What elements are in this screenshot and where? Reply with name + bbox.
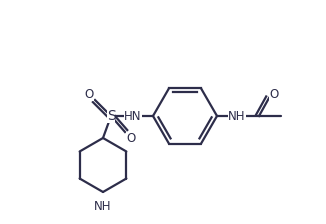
Text: NH: NH xyxy=(94,200,112,213)
Text: O: O xyxy=(126,131,136,144)
Text: O: O xyxy=(269,88,279,101)
Text: NH: NH xyxy=(228,110,246,123)
Text: O: O xyxy=(84,88,94,101)
Text: HN: HN xyxy=(124,110,142,123)
Text: S: S xyxy=(107,109,115,123)
